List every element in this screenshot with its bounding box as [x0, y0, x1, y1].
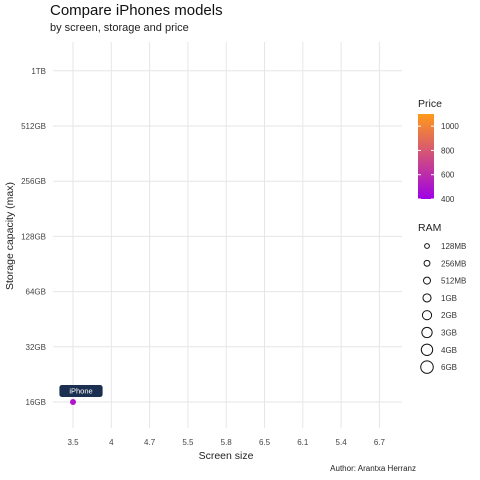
ram-legend-label: 3GB: [441, 329, 457, 338]
x-tick-label: 4: [109, 438, 114, 447]
x-tick-label: 6.5: [259, 438, 271, 447]
x-tick-label: 5.4: [336, 438, 348, 447]
ram-legend-label: 128MB: [441, 242, 466, 251]
price-legend-label: 400: [441, 195, 455, 204]
ram-legend-key: [420, 343, 434, 356]
chart-title: Compare iPhones models: [50, 2, 223, 19]
ram-legend-label: 256MB: [441, 259, 466, 268]
y-tick-label: 16GB: [26, 398, 46, 407]
y-tick-label: 128GB: [21, 232, 46, 241]
x-tick-label: 5.8: [221, 438, 233, 447]
chart-caption: Author: Arantxa Herranz: [330, 464, 416, 473]
x-tick-label: 4.7: [144, 438, 156, 447]
chart-subtitle: by screen, storage and price: [50, 22, 189, 34]
price-legend-label: 1000: [441, 122, 459, 131]
ram-legend-label: 6GB: [441, 363, 457, 372]
ram-legend-label: 4GB: [441, 346, 457, 355]
data-point[interactable]: [70, 399, 76, 405]
ram-legend-key: [422, 293, 432, 303]
x-tick-label: 6.7: [374, 438, 386, 447]
price-legend-title: Price: [418, 98, 442, 110]
ram-legend-label: 1GB: [441, 294, 457, 303]
ram-legend-key: [421, 310, 433, 321]
y-tick-label: 64GB: [26, 288, 46, 297]
y-tick-label: 1TB: [31, 67, 46, 76]
y-tick-label: 32GB: [26, 343, 46, 352]
x-tick-label: 5.5: [182, 438, 194, 447]
x-tick-label: 6.1: [297, 438, 309, 447]
x-tick-label: 3.5: [67, 438, 79, 447]
y-tick-label: 256GB: [21, 177, 46, 186]
price-legend-label: 800: [441, 146, 455, 155]
ram-legend-key: [423, 276, 431, 285]
ram-legend-key: [424, 243, 430, 249]
y-axis-title: Storage capacity (max): [4, 182, 16, 290]
ram-legend-title: RAM: [418, 222, 441, 234]
y-tick-label: 512GB: [21, 122, 46, 131]
point-label-text: iPhone: [69, 387, 92, 396]
x-axis-title: Screen size: [199, 450, 254, 462]
ram-legend-key: [420, 360, 434, 374]
ram-legend-label: 512MB: [441, 277, 466, 286]
price-legend-label: 600: [441, 171, 455, 180]
price-colorbar: [418, 114, 434, 199]
ram-legend-label: 2GB: [441, 311, 457, 320]
ram-legend-key: [423, 259, 431, 267]
point-label: iPhone: [59, 385, 103, 397]
point-label-box: [59, 385, 103, 397]
ram-legend-key: [421, 326, 433, 339]
